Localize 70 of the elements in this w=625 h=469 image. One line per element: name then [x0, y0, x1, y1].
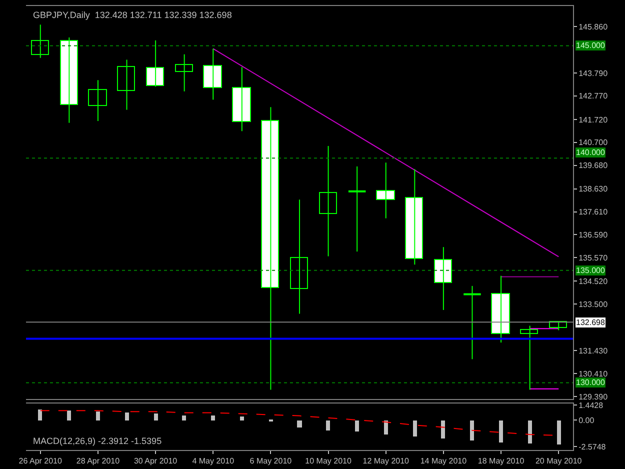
y-tick-label: 1.4428	[578, 400, 604, 410]
bar	[413, 420, 417, 436]
bar	[125, 412, 129, 420]
bar	[240, 416, 244, 420]
candlestick	[290, 199, 308, 314]
candlestick	[60, 36, 78, 124]
candlestick	[117, 59, 135, 110]
y-tick-label: 141.720	[578, 115, 608, 124]
ref-line-label: 132.698	[576, 318, 606, 327]
y-tick-label: 131.430	[578, 346, 608, 356]
y-tick-label: 143.790	[578, 68, 608, 78]
candlestick	[491, 275, 510, 344]
ref-line-label: 145.000	[576, 41, 606, 50]
x-tick-label: 14 May 2010	[420, 456, 468, 466]
bar	[441, 420, 445, 438]
bar	[182, 415, 186, 420]
bar	[499, 420, 503, 442]
y-tick-label: 140.700	[578, 138, 608, 148]
y-tick-label: 135.570	[578, 253, 608, 262]
y-tick-label: 139.680	[578, 161, 608, 170]
candlestick	[203, 48, 222, 100]
candlestick	[520, 325, 538, 390]
candlestick	[462, 285, 482, 360]
x-tick-label: 12 May 2010	[362, 456, 410, 466]
y-tick-label: 129.390	[578, 392, 608, 402]
bar	[67, 410, 71, 420]
bar	[326, 420, 330, 430]
y-tick-label: 145.860	[578, 22, 608, 32]
y-tick-label: 134.520	[578, 277, 608, 286]
ref-line-label: 135.000	[576, 266, 606, 275]
bar	[211, 415, 215, 420]
candlestick	[146, 40, 164, 88]
candlestick	[376, 162, 395, 219]
bar	[96, 411, 100, 420]
bar	[38, 409, 42, 420]
y-tick-label: 0.00	[578, 416, 595, 425]
text: GBPJPY,Daily 132.428 132.711 132.339 132.698	[33, 10, 232, 20]
bar	[355, 420, 359, 432]
candlestick	[175, 54, 193, 92]
y-tick-label: 138.630	[578, 184, 608, 194]
x-tick-label: 20 May 2010	[535, 456, 582, 466]
bar	[557, 420, 561, 444]
ref-line-label: 130.000	[576, 378, 606, 387]
x-tick-label: 4 May 2010	[192, 456, 235, 466]
candlestick	[319, 145, 337, 257]
y-tick-label: 137.610	[578, 208, 608, 217]
bar	[154, 413, 158, 420]
bar	[528, 420, 532, 444]
y-tick-label: 133.500	[578, 300, 608, 309]
candlestick	[434, 246, 452, 310]
x-tick-label: 6 May 2010	[250, 456, 292, 466]
y-tick-label: -2.5748	[578, 442, 606, 452]
ref-line-label: 140.000	[576, 148, 606, 157]
x-tick-label: 26 Apr 2010	[18, 456, 63, 466]
candlestick	[405, 168, 423, 266]
x-tick-label: 18 May 2010	[478, 456, 525, 466]
x-tick-label: 30 Apr 2010	[134, 456, 178, 466]
candlestick	[261, 106, 279, 390]
x-tick-label: 10 May 2010	[305, 456, 352, 466]
candlestick	[232, 66, 251, 132]
candlestick	[31, 24, 49, 58]
bar	[384, 420, 388, 434]
y-tick-label: 136.590	[578, 230, 608, 240]
candlestick	[88, 80, 107, 122]
bar	[470, 420, 474, 440]
text: MACD(12,26,9) -2.3912 -1.5395	[33, 436, 162, 446]
y-tick-label: 130.410	[578, 369, 608, 378]
bar	[297, 420, 302, 428]
x-tick-label: 28 Apr 2010	[76, 456, 120, 466]
y-tick-label: 142.770	[578, 92, 608, 101]
